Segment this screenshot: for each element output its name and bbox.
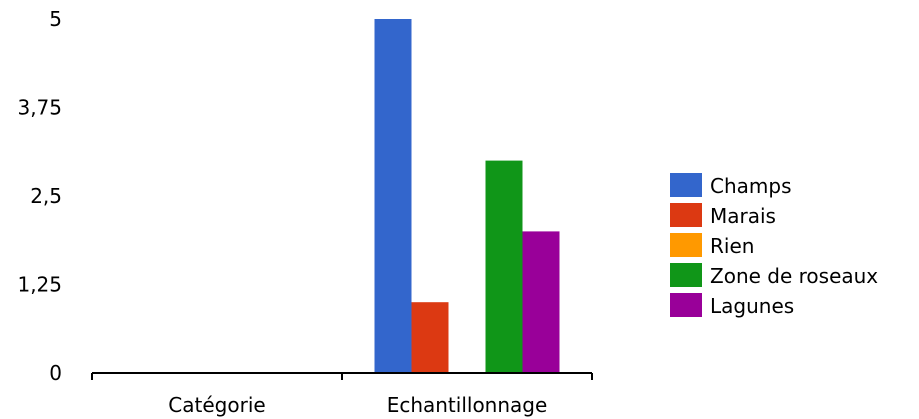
legend-item: Lagunes bbox=[670, 293, 794, 318]
x-axis-ticks bbox=[91, 373, 593, 380]
legend: Champs Marais Rien Zone de roseaux Lagun… bbox=[670, 173, 878, 318]
legend-label: Zone de roseaux bbox=[710, 264, 878, 288]
legend-swatch bbox=[670, 263, 702, 287]
legend-swatch bbox=[670, 293, 702, 317]
y-tick-label: 2,5 bbox=[30, 184, 62, 208]
legend-label: Marais bbox=[710, 204, 776, 228]
y-tick-label: 0 bbox=[49, 361, 62, 385]
y-tick-label: 1,25 bbox=[17, 273, 62, 297]
bar-champs bbox=[374, 19, 412, 373]
legend-swatch bbox=[670, 173, 702, 197]
legend-label: Champs bbox=[710, 174, 792, 198]
legend-item: Marais bbox=[670, 203, 776, 228]
legend-label: Lagunes bbox=[710, 294, 794, 318]
y-axis-tick-labels: 0 1,25 2,5 3,75 5 bbox=[17, 7, 62, 385]
x-axis-category-labels: Catégorie Echantillonnage bbox=[168, 393, 547, 417]
legend-item: Zone de roseaux bbox=[670, 263, 878, 288]
x-category-label: Echantillonnage bbox=[387, 393, 548, 417]
x-category-label: Catégorie bbox=[168, 393, 265, 417]
bar-zone-de-roseaux bbox=[485, 160, 523, 373]
bars-group bbox=[374, 19, 560, 373]
legend-label: Rien bbox=[710, 234, 754, 258]
y-tick-label: 5 bbox=[49, 7, 62, 31]
bar-marais bbox=[411, 302, 449, 373]
bar-lagunes bbox=[522, 231, 560, 373]
y-tick-label: 3,75 bbox=[17, 96, 62, 120]
legend-item: Champs bbox=[670, 173, 792, 198]
legend-swatch bbox=[670, 233, 702, 257]
legend-swatch bbox=[670, 203, 702, 227]
legend-item: Rien bbox=[670, 233, 754, 258]
